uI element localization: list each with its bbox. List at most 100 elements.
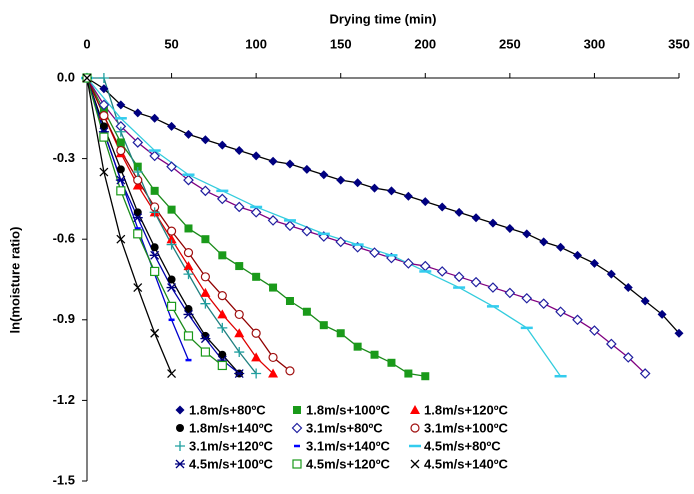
legend-label: 4.5m/s+140ºC [424, 456, 509, 471]
marker [150, 113, 160, 123]
marker [301, 225, 313, 237]
marker [268, 368, 279, 378]
marker [556, 242, 566, 252]
marker [353, 178, 363, 188]
y-tick-label: -1.2 [53, 392, 75, 407]
marker [387, 358, 396, 367]
legend-item: 4.5m/s+80ºC [409, 438, 501, 453]
marker [98, 99, 110, 111]
marker [150, 266, 160, 277]
x-axis-title: Drying time (min) [330, 11, 437, 26]
marker [150, 328, 160, 338]
marker [166, 283, 177, 293]
marker [471, 213, 481, 223]
marker [268, 352, 278, 363]
marker [504, 287, 516, 299]
marker [217, 291, 227, 301]
x-tick-label: 150 [330, 36, 352, 51]
marker [166, 226, 177, 236]
y-tick-label: -1.5 [53, 472, 75, 487]
legend-item: 4.5m/s+120ºC [292, 456, 391, 471]
marker [201, 235, 210, 244]
marker [606, 269, 616, 279]
x-tick-label: 50 [164, 36, 178, 51]
marker [234, 309, 244, 320]
marker [200, 298, 211, 309]
marker [420, 197, 430, 207]
legend-label: 3.1m/s+80ºC [306, 420, 383, 435]
marker [132, 180, 143, 190]
marker [386, 186, 396, 196]
marker [183, 269, 194, 280]
x-tick-label: 350 [668, 36, 690, 51]
marker [150, 186, 159, 195]
marker [353, 342, 362, 351]
marker [166, 161, 177, 173]
marker [167, 369, 177, 378]
marker [302, 164, 312, 174]
marker [233, 201, 245, 213]
legend-label: 4.5m/s+100ºC [189, 456, 274, 471]
marker [521, 292, 533, 304]
marker [235, 262, 244, 271]
marker [284, 220, 296, 232]
marker [175, 459, 185, 469]
legend-item: 3.1m/s+100ºC [410, 420, 509, 435]
marker [200, 287, 211, 297]
marker [201, 331, 210, 340]
marker [539, 237, 549, 247]
marker [404, 369, 413, 378]
marker [116, 186, 126, 196]
marker [167, 275, 176, 284]
marker [622, 352, 634, 363]
marker [336, 329, 345, 338]
marker [183, 309, 194, 319]
marker [639, 368, 651, 379]
marker [132, 137, 144, 148]
legend-label: 1.8m/s+100ºC [306, 402, 391, 417]
marker [234, 347, 245, 358]
marker [234, 146, 244, 156]
marker [217, 322, 228, 333]
marker [116, 165, 125, 174]
marker [150, 243, 159, 252]
marker [99, 84, 109, 94]
marker [116, 145, 126, 156]
marker [133, 175, 143, 185]
marker [218, 251, 227, 260]
marker [410, 459, 420, 469]
fit-line [86, 77, 274, 375]
marker [98, 73, 109, 83]
marker [538, 298, 550, 310]
x-tick-label: 300 [584, 36, 606, 51]
marker [149, 207, 160, 218]
marker [183, 248, 194, 258]
marker [674, 328, 684, 338]
marker [99, 122, 108, 131]
legend-item: 1.8m/s+120ºC [410, 402, 509, 417]
y-axis-title: ln(moisture ratio) [7, 227, 22, 334]
x-tick-label: 100 [245, 36, 267, 51]
marker [657, 309, 667, 319]
marker [99, 167, 109, 177]
marker [200, 272, 210, 282]
marker [623, 283, 633, 293]
marker [410, 405, 420, 414]
marker [184, 224, 193, 233]
marker [133, 229, 143, 239]
legend-item: 4.5m/s+100ºC [175, 456, 274, 471]
marker [166, 239, 177, 250]
marker [217, 140, 227, 150]
marker [183, 331, 194, 341]
marker [487, 282, 499, 293]
legend-label: 4.5m/s+120ºC [306, 456, 391, 471]
legend-label: 3.1m/s+100ºC [424, 420, 509, 435]
legend-item: 1.8m/s+100ºC [293, 402, 391, 417]
legend-label: 1.8m/s+80ºC [189, 402, 266, 417]
marker [251, 368, 262, 379]
marker [200, 135, 210, 145]
marker [555, 306, 566, 318]
marker [488, 218, 498, 228]
marker [166, 301, 177, 311]
marker [470, 276, 482, 288]
